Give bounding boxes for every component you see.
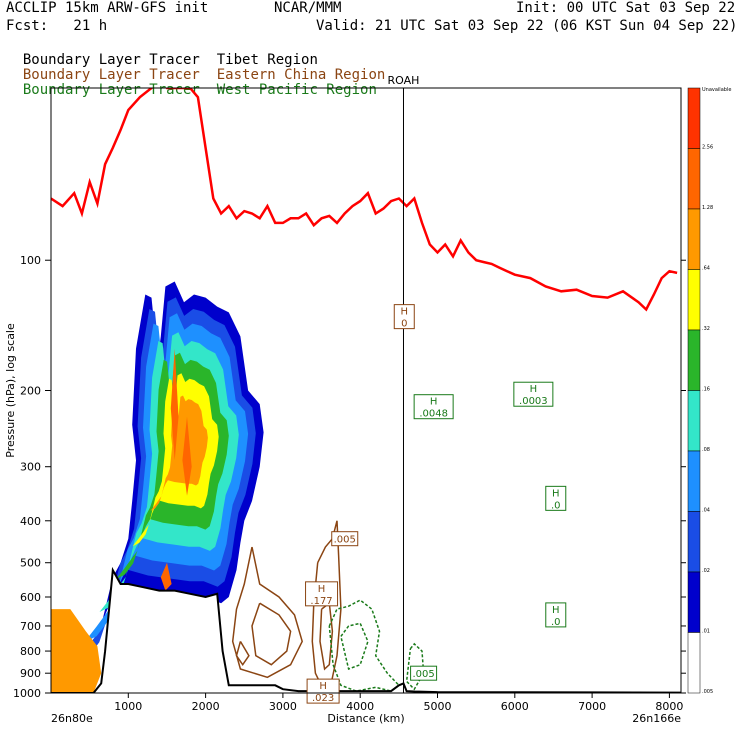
y-tick-label: 300 [20, 461, 41, 474]
annotation-text-h-wp-4: H [552, 605, 560, 616]
annotation-text-label-005-green: .005 [412, 669, 434, 680]
tracer-fill-level-7 [150, 395, 208, 511]
annotation-box-label-005-green [410, 665, 438, 681]
colorbar-swatch [687, 511, 701, 573]
colorbar-swatch [687, 329, 701, 391]
annotation-box-label-bottom [306, 678, 340, 704]
colorbar-swatch [687, 87, 701, 149]
tracer-fill-lowlevel [51, 609, 102, 693]
y-tick-label: 100 [20, 254, 41, 267]
x-tick-label: 4000 [346, 700, 374, 713]
tracer-core-3 [160, 562, 172, 591]
annotation-text-label-bottom: H [319, 681, 327, 692]
annotation-value-h-eastern: 0 [401, 319, 407, 330]
init-time: Init: 00 UTC Sat 03 Sep 22 [516, 0, 736, 16]
x-tick-label: 5000 [424, 700, 452, 713]
colorbar-label: .005 [702, 689, 713, 695]
colorbar-label: .01 [702, 629, 710, 635]
y-tick-label: 800 [20, 645, 41, 658]
x-tick-label: 3000 [269, 700, 297, 713]
legend-west-pacific: Boundary Layer Tracer West Pacific Regio… [6, 66, 377, 98]
colorbar-label: Unavailable [702, 87, 731, 93]
west-pacific-contour [328, 599, 401, 692]
valid-time: Valid: 21 UTC Sat 03 Sep 22 (06 KST Sun … [316, 18, 738, 34]
station-label: ROAH [388, 74, 420, 87]
y-tick-label: 700 [20, 620, 41, 633]
colorbar-label: .02 [702, 568, 710, 574]
forecast-hour: Fcst: 21 h [6, 18, 108, 34]
x-tick-label: 2000 [192, 700, 220, 713]
x-end-label: 26n166e [632, 712, 681, 725]
colorbar-label: .04 [702, 508, 710, 514]
legend-eastern-region: Eastern China Region [216, 67, 386, 83]
x-tick-label: 8000 [655, 700, 683, 713]
x-axis-title: Distance (km) [327, 712, 404, 725]
annotation-box-h-eastern [393, 304, 415, 330]
tracer-core-1 [170, 348, 179, 461]
annotation-value-h-wp-1: .0048 [419, 409, 448, 420]
legend-wp-region: West Pacific Region [216, 82, 377, 98]
legend-tibet-prefix: Boundary Layer Tracer [22, 52, 200, 68]
x-start-label: 26n80e [51, 712, 93, 725]
terrain-line [51, 566, 681, 693]
title-left: ACCLIP 15km ARW-GFS init [6, 0, 209, 16]
colorbar-label: 1.28 [702, 205, 713, 211]
colorbar-swatch [687, 269, 701, 331]
eastern-china-contour [235, 641, 250, 667]
colorbar-swatch [687, 390, 701, 452]
y-tick-label: 500 [20, 557, 41, 570]
x-tick-label: 1000 [114, 700, 142, 713]
colorbar-swatch [687, 148, 701, 210]
legend-eastern-china: Boundary Layer Tracer Eastern China Regi… [6, 51, 385, 83]
colorbar-label: .32 [702, 326, 710, 332]
eastern-china-contour [231, 546, 304, 679]
annotation-text-label-177: H [318, 584, 326, 595]
y-axis-title: Pressure (hPa), log scale [4, 323, 17, 458]
annotation-text-h-wp-1: H [430, 397, 438, 408]
annotation-text-h-wp-3: H [552, 488, 560, 499]
tracer-core-2 [182, 416, 192, 496]
x-tick-label: 7000 [578, 700, 606, 713]
annotation-value-label-bottom: .023 [312, 693, 334, 704]
colorbar-swatch [687, 208, 701, 270]
annotation-value-h-wp-3: .0 [551, 500, 561, 511]
title-center: NCAR/MMM [274, 0, 342, 16]
annotation-box-label-177 [305, 581, 339, 607]
annotation-text-h-wp-2: H [530, 384, 538, 395]
colorbar-swatch [687, 450, 701, 512]
colorbar-label: 2.56 [702, 145, 713, 151]
y-tick-label: 200 [20, 385, 41, 398]
annotation-box-h-wp-4 [545, 602, 567, 628]
colorbar-label: .16 [702, 387, 710, 393]
colorbar-swatch [687, 632, 701, 694]
y-tick-label: 900 [20, 667, 41, 680]
legend-eastern-prefix: Boundary Layer Tracer [22, 67, 200, 83]
y-tick-label: 600 [20, 591, 41, 604]
y-tick-label: 400 [20, 515, 41, 528]
west-pacific-contour [340, 622, 369, 670]
annotation-value-h-wp-2: .0003 [519, 396, 548, 407]
legend-tibet: Boundary Layer Tracer Tibet Region [6, 36, 318, 68]
plot-area [51, 88, 681, 693]
annotation-box-label-005-brown [331, 531, 359, 547]
annotation-value-h-wp-4: .0 [551, 617, 561, 628]
tropopause-line [51, 88, 678, 312]
eastern-china-contour [251, 602, 292, 666]
legend-wp-prefix: Boundary Layer Tracer [22, 82, 200, 98]
annotation-text-h-eastern: H [400, 307, 408, 318]
west-pacific-contour [405, 642, 425, 691]
legend-tibet-region: Tibet Region [216, 52, 318, 68]
terrain-mask [51, 570, 681, 693]
colorbar-label: .64 [702, 266, 710, 272]
annotation-value-label-177: .177 [310, 596, 332, 607]
colorbar-swatch [687, 571, 701, 633]
x-tick-label: 6000 [501, 700, 529, 713]
annotation-text-label-005-brown: .005 [334, 535, 356, 546]
annotation-box-h-wp-1 [413, 394, 454, 420]
annotation-box-h-wp-2 [513, 381, 554, 407]
y-tick-label: 1000 [13, 687, 41, 700]
colorbar-label: .08 [702, 447, 710, 453]
annotation-box-h-wp-3 [545, 485, 567, 511]
